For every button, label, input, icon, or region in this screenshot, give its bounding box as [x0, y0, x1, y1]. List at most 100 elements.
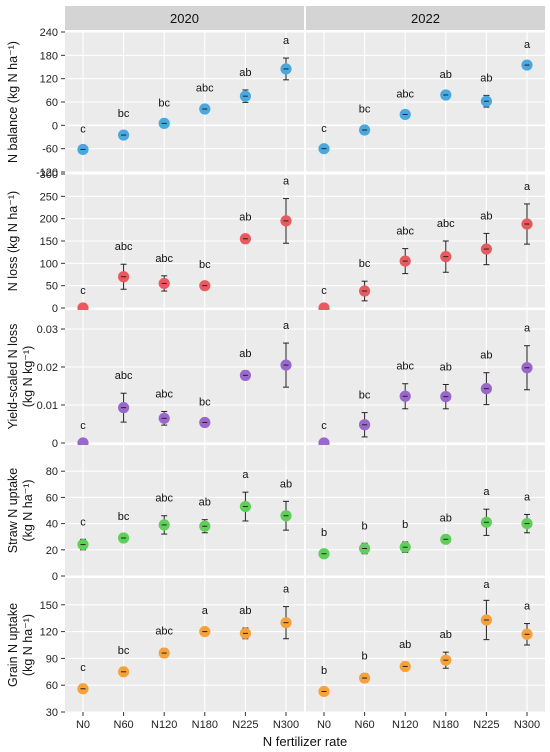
y-tick-label: 300 [40, 169, 58, 181]
significance-letter: a [524, 323, 531, 335]
significance-letter: a [283, 320, 290, 332]
significance-letter: a [283, 176, 290, 188]
panel: c bc abc a ab a [65, 578, 304, 713]
y-tick-label: 240 [40, 27, 58, 39]
y-axis-title-line: (kg N ha⁻¹) [21, 479, 35, 541]
significance-letter: ab [440, 361, 452, 373]
significance-letter: ab [239, 211, 251, 223]
y-tick-label: 80 [46, 466, 58, 478]
significance-letter: c [80, 285, 86, 297]
y-tick-label: 0 [52, 303, 58, 315]
x-tick-label: N120 [392, 719, 418, 731]
panel-background [306, 310, 545, 443]
significance-letter: bc [199, 396, 211, 408]
x-tick-label: N225 [473, 719, 499, 731]
significance-letter: ab [399, 639, 411, 651]
panel: c abc abc bc ab a [65, 310, 304, 449]
y-axis-title: Grain N uptake(kg N ha⁻¹) [6, 603, 35, 687]
y-tick-label: 20 [46, 545, 58, 557]
y-tick-label: 0 [52, 120, 58, 132]
panel: c bc abc abc ab a [306, 173, 545, 314]
significance-letter: abc [396, 88, 414, 100]
y-tick-label: 150 [40, 236, 58, 248]
significance-letter: c [80, 123, 86, 135]
y-tick-label: 150 [40, 600, 58, 612]
panel: c bc abc ab ab a [306, 31, 545, 173]
y-axis-title: Straw N uptake(kg N ha⁻¹) [6, 468, 35, 554]
y-axis-title-line: Straw N uptake [6, 468, 20, 554]
significance-letter: ab [480, 350, 492, 362]
significance-letter: ab [239, 605, 251, 617]
significance-letter: ab [440, 512, 452, 524]
significance-letter: abc [155, 388, 173, 400]
panel: c bc abc ab ab a [306, 310, 545, 449]
significance-letter: a [483, 579, 490, 591]
y-tick-label: 60 [46, 97, 58, 109]
x-tick-label: N300 [514, 719, 540, 731]
significance-letter: a [242, 469, 249, 481]
x-tick-label: N225 [232, 719, 258, 731]
significance-letter: a [524, 181, 531, 193]
significance-letter: a [524, 39, 531, 51]
y-tick-label: 0.01 [37, 400, 58, 412]
y-axis-title-line: N balance (kg N ha⁻¹) [6, 41, 20, 163]
significance-letter: bc [359, 258, 371, 270]
significance-letter: ab [440, 69, 452, 81]
strip-2022-bg [306, 6, 545, 30]
y-axis-title: N loss (kg N ha⁻¹) [6, 191, 20, 291]
y-axis-title-line: (kg N kg⁻¹) [21, 346, 35, 407]
significance-letter: abc [115, 241, 133, 253]
significance-letter: ab [440, 629, 452, 641]
strip-2020-bg [65, 6, 304, 30]
y-tick-label: 180 [40, 50, 58, 62]
significance-letter: a [283, 584, 290, 596]
x-tick-label: N300 [273, 719, 299, 731]
y-axis-title: Yield-scaled N loss(kg N kg⁻¹) [6, 324, 35, 430]
significance-letter: abc [196, 83, 214, 95]
panel-background [65, 578, 304, 712]
y-tick-label: -120 [36, 167, 58, 179]
y-tick-label: 40 [46, 519, 58, 531]
significance-letter: bc [118, 511, 130, 523]
panel-background [306, 445, 545, 576]
x-tick-label: N60 [114, 719, 134, 731]
x-axis: N0 N60 N120 N180 N225 N300 N0 N60 N120 N180 N225 N3… [76, 712, 540, 731]
significance-letter: ab [199, 497, 211, 509]
x-tick-label: N120 [151, 719, 177, 731]
y-tick-label: 120 [40, 74, 58, 86]
significance-letter: abc [155, 626, 173, 638]
significance-letter: ab [480, 210, 492, 222]
significance-letter: ab [239, 348, 251, 360]
x-axis-title: N fertilizer rate [263, 734, 348, 749]
y-axis-title: N balance (kg N ha⁻¹) [6, 41, 20, 163]
significance-letter: abc [396, 226, 414, 238]
panel: b b ab ab a a [306, 578, 545, 713]
significance-letter: abc [115, 370, 133, 382]
significance-letter: abc [396, 361, 414, 373]
significance-letter: a [202, 605, 209, 617]
y-tick-label: 90 [46, 653, 58, 665]
panel: c bc bc abc ab a [65, 31, 304, 173]
y-tick-label: 60 [46, 680, 58, 692]
y-axis-title-line: (kg N ha⁻¹) [21, 614, 35, 676]
y-axis-title-line: Grain N uptake [6, 603, 20, 687]
y-axis-title-line: Yield-scaled N loss [6, 324, 20, 430]
strip-2022-label: 2022 [411, 11, 440, 26]
significance-letter: a [524, 601, 531, 613]
significance-letter: b [321, 527, 327, 539]
y-tick-label: 50 [46, 281, 58, 293]
panel: b b b ab a a [306, 445, 545, 577]
significance-letter: b [321, 665, 327, 677]
panel: c abc abc bc ab a [65, 173, 304, 314]
significance-letter: b [362, 651, 368, 663]
x-tick-label: N60 [355, 719, 375, 731]
significance-letter: c [80, 516, 86, 528]
significance-letter: bc [118, 108, 130, 120]
significance-letter: bc [158, 97, 170, 109]
significance-letter: c [321, 123, 327, 135]
panel-background [306, 578, 545, 712]
significance-letter: a [283, 35, 290, 47]
y-axes: -120 -60 0 60 120 180 240 N balance (kg N ha⁻¹)… [6, 27, 65, 719]
y-tick-label: -60 [42, 144, 58, 156]
significance-letter: ab [480, 72, 492, 84]
